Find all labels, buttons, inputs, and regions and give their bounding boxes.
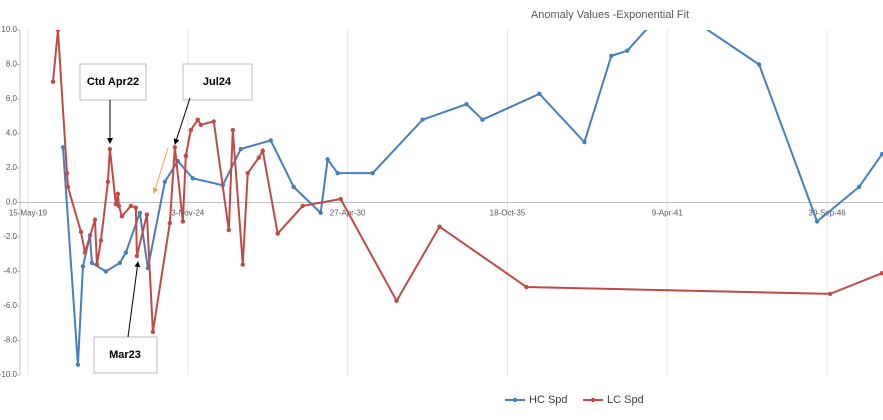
y-tick-label: -10.0 [0,370,18,379]
point [625,48,630,53]
point [195,117,200,122]
annotation-text: Jul24 [203,76,232,88]
point [60,145,66,150]
point [92,217,98,222]
point [226,227,231,233]
point [211,119,216,124]
series-line [61,30,883,365]
point [609,53,614,59]
point [318,210,323,216]
series-line [52,30,883,333]
point [827,291,833,297]
point [300,203,305,209]
point [756,62,762,67]
annotation-text: Ctd Apr22 [87,76,139,88]
point [78,229,84,235]
x-tick-label: 3-Nov-24 [171,209,204,218]
annotation: Ctd Apr22 [79,63,147,144]
y-tick-label: 8.0 [6,60,18,69]
point [437,224,442,229]
point [162,179,168,184]
y-tick-label: -6.0 [3,301,17,310]
point [464,101,469,107]
point [198,122,204,128]
point [879,271,883,276]
point [167,221,173,226]
point [338,196,343,202]
point [230,127,235,133]
y-tick-label: -2.0 [3,232,17,241]
point [98,238,104,243]
point [240,262,245,267]
point [238,146,243,152]
point [75,362,81,367]
legend-marker [512,397,518,403]
point [260,148,265,153]
x-tick-label: 15-May-19 [9,209,48,218]
point [82,250,88,255]
point [119,214,125,219]
point [291,184,296,190]
point [480,117,485,122]
point [107,146,113,152]
legend-label: HC Spd [529,394,568,406]
annotation-text: Mar23 [109,349,141,361]
point [55,30,61,33]
point [123,250,129,255]
y-tick-label: 10.0 [1,25,17,34]
point [137,210,143,216]
point [879,152,883,157]
point [370,170,375,176]
legend-marker [590,397,596,403]
point [128,203,134,209]
point [856,184,862,190]
point [394,298,399,304]
y-tick-label: -8.0 [3,336,17,345]
point [105,179,111,184]
point [420,117,425,122]
point [524,284,529,290]
chart-title: Anomaly Values -Exponential Fit [531,9,689,21]
point [65,184,71,190]
point [133,205,139,210]
y-tick-label: 0.0 [6,198,18,207]
point [245,170,250,176]
legend-label: LC Spd [607,394,644,406]
point [335,170,340,176]
point [256,155,261,160]
point [667,2,671,6]
y-tick-label: 6.0 [6,94,18,103]
x-tick-label: 18-Oct-35 [490,209,526,218]
y-tick-label: 2.0 [6,163,18,172]
point [325,157,330,162]
point [537,91,542,97]
annotation: Mar23 [93,261,158,374]
point [115,191,121,197]
point [150,329,156,335]
point [172,145,178,150]
annotation: Jul24 [152,63,253,194]
y-tick-label: -4.0 [3,267,17,276]
x-tick-label: 9-Apr-41 [652,209,684,218]
point [89,260,95,266]
point [582,139,587,145]
point [134,253,140,259]
point [268,138,273,143]
point [117,260,123,266]
point [94,262,100,267]
point [144,212,150,217]
point [183,153,189,159]
y-tick-label: 4.0 [6,129,18,138]
point [180,219,186,224]
point [275,231,280,236]
point [188,127,194,133]
point [64,170,70,176]
point [116,203,122,209]
point [50,79,56,84]
point [190,176,196,181]
point [814,219,820,224]
point [80,264,86,269]
point [103,269,109,274]
